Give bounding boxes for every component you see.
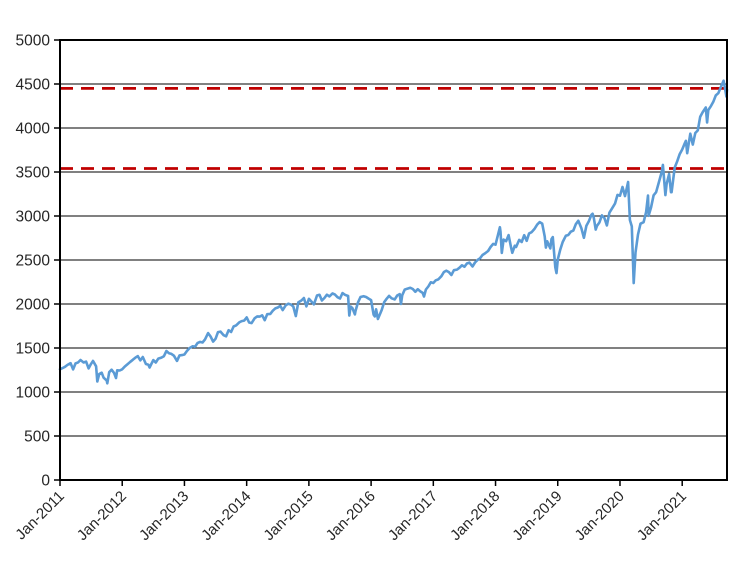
y-axis-label: 1000 [16, 385, 51, 402]
y-axis-label: 0 [41, 473, 50, 490]
y-axis-label: 4500 [16, 77, 51, 94]
series-line [58, 79, 729, 385]
x-axis-label: Jan-2016 [323, 488, 379, 544]
x-axis-label: Jan-2014 [198, 488, 254, 544]
y-axis-label: 5000 [16, 33, 51, 50]
x-axis-label: Jan-2018 [447, 488, 503, 544]
x-axis-label: Jan-2017 [385, 488, 441, 544]
y-axis-label: 3000 [16, 209, 51, 226]
plot-border [59, 39, 728, 481]
x-axis-label: Jan-2013 [136, 488, 192, 544]
x-axis-label: Jan-2015 [260, 488, 316, 544]
x-axis-label: Jan-2012 [74, 488, 130, 544]
x-axis-label: Jan-2019 [509, 488, 565, 544]
y-axis-label: 4000 [16, 121, 51, 138]
x-axis-label: Jan-2011 [12, 488, 67, 543]
y-axis-label: 2500 [16, 253, 51, 270]
y-axis-label: 500 [24, 429, 50, 446]
x-axis-label: Jan-2021 [634, 488, 690, 544]
y-axis-label: 2000 [16, 297, 51, 314]
x-axis-label: Jan-2020 [572, 488, 628, 544]
y-axis-label: 3500 [16, 165, 51, 182]
y-axis-label: 1500 [16, 341, 51, 358]
